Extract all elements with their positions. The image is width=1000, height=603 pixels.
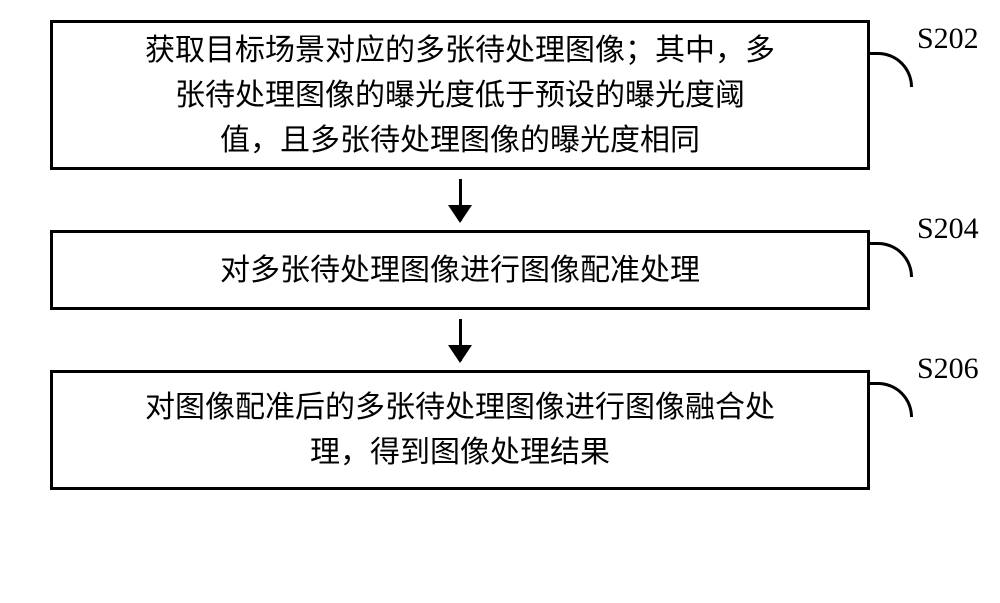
step-label-s204: S204 [917, 212, 979, 246]
s202-line1: 获取目标场景对应的多张待处理图像；其中，多 [145, 34, 775, 67]
arrow-2 [50, 310, 870, 370]
arrow-shape-1 [459, 179, 462, 221]
arrow-shape-2 [459, 319, 462, 361]
step-text-s206: 对图像配准后的多张待处理图像进行图像融合处 理，得到图像处理结果 [125, 373, 795, 487]
connector-s202 [868, 52, 913, 87]
flowchart-container: 获取目标场景对应的多张待处理图像；其中，多 张待处理图像的曝光度低于预设的曝光度… [50, 20, 950, 490]
connector-s204 [868, 242, 913, 277]
step-label-s206: S206 [917, 352, 979, 386]
s206-line2: 理，得到图像处理结果 [310, 436, 610, 469]
step-text-s202: 获取目标场景对应的多张待处理图像；其中，多 张待处理图像的曝光度低于预设的曝光度… [125, 16, 795, 175]
s202-line3: 值，且多张待处理图像的曝光度相同 [220, 124, 700, 157]
step-box-s206: 对图像配准后的多张待处理图像进行图像融合处 理，得到图像处理结果 [50, 370, 870, 490]
s204-line1: 对多张待处理图像进行图像配准处理 [220, 254, 700, 287]
step-text-s204: 对多张待处理图像进行图像配准处理 [200, 236, 720, 305]
step-box-s202: 获取目标场景对应的多张待处理图像；其中，多 张待处理图像的曝光度低于预设的曝光度… [50, 20, 870, 170]
connector-s206 [868, 382, 913, 417]
arrow-1 [50, 170, 870, 230]
s206-line1: 对图像配准后的多张待处理图像进行图像融合处 [145, 391, 775, 424]
step-box-s204: 对多张待处理图像进行图像配准处理 [50, 230, 870, 310]
s202-line2: 张待处理图像的曝光度低于预设的曝光度阈 [175, 79, 745, 112]
step-label-s202: S202 [917, 22, 979, 56]
